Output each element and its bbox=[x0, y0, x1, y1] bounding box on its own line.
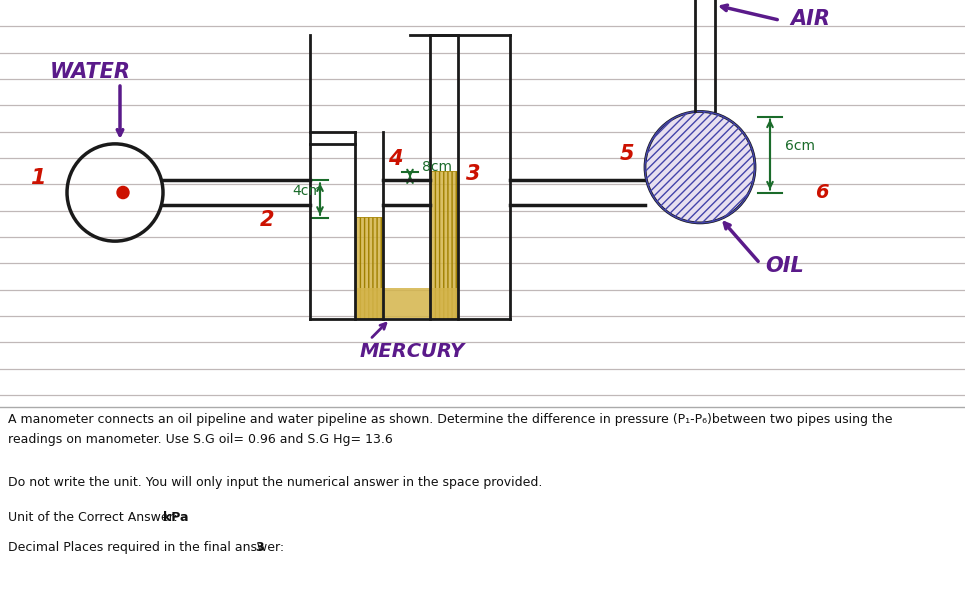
Text: 6: 6 bbox=[815, 182, 829, 201]
Bar bbox=[356, 288, 457, 318]
Circle shape bbox=[645, 111, 755, 223]
Text: AIR: AIR bbox=[790, 10, 830, 29]
Circle shape bbox=[117, 187, 129, 198]
Bar bbox=[431, 171, 457, 318]
Text: 6cm: 6cm bbox=[785, 139, 815, 153]
Text: 3: 3 bbox=[255, 541, 263, 554]
Text: MERCURY: MERCURY bbox=[360, 342, 465, 361]
Text: WATER: WATER bbox=[50, 62, 131, 82]
Bar bbox=[431, 171, 457, 318]
Text: readings on manometer. Use S.G oil= 0.96 and S.G Hg= 13.6: readings on manometer. Use S.G oil= 0.96… bbox=[8, 433, 393, 446]
Text: 3: 3 bbox=[466, 164, 481, 184]
Text: 4cm: 4cm bbox=[292, 184, 322, 197]
Text: Unit of the Correct Answer:: Unit of the Correct Answer: bbox=[8, 511, 181, 524]
Bar bbox=[356, 217, 382, 318]
Text: 1: 1 bbox=[30, 169, 45, 188]
Text: OIL: OIL bbox=[765, 256, 804, 275]
Text: Decimal Places required in the final answer:: Decimal Places required in the final ans… bbox=[8, 541, 284, 554]
Text: A manometer connects an oil pipeline and water pipeline as shown. Determine the : A manometer connects an oil pipeline and… bbox=[8, 414, 893, 426]
Text: 5: 5 bbox=[620, 144, 635, 164]
Text: 2: 2 bbox=[260, 210, 274, 230]
Bar bbox=[356, 217, 382, 318]
Text: kPa: kPa bbox=[163, 511, 188, 524]
Text: 8cm: 8cm bbox=[422, 160, 452, 174]
Text: Do not write the unit. You will only input the numerical answer in the space pro: Do not write the unit. You will only inp… bbox=[8, 476, 542, 489]
Text: 4: 4 bbox=[388, 149, 402, 169]
